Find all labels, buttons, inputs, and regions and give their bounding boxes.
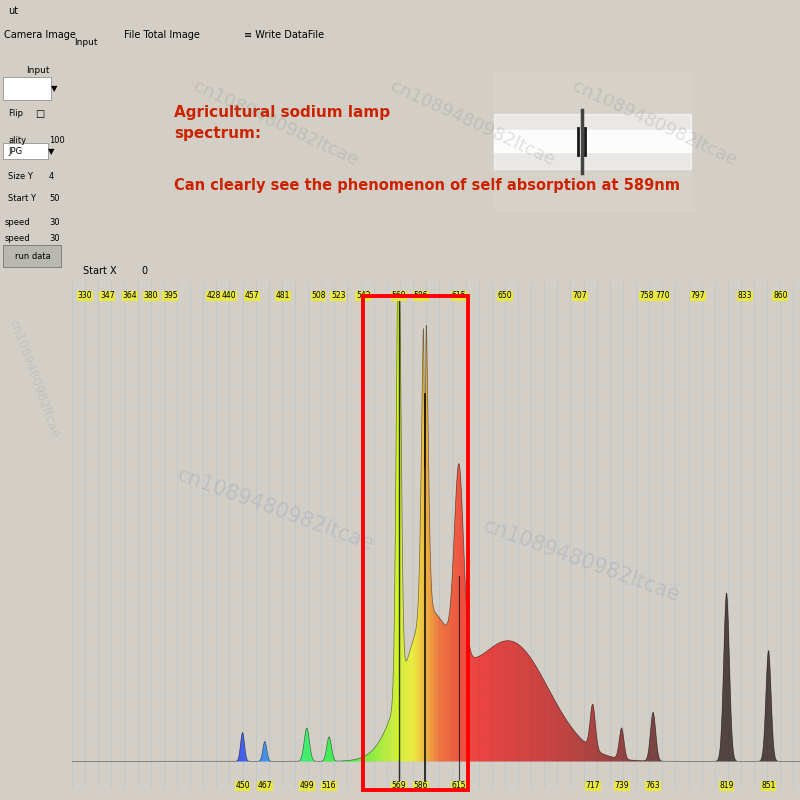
Text: ▼: ▼	[51, 84, 58, 93]
Text: 481: 481	[276, 291, 290, 300]
Text: Flip: Flip	[8, 110, 23, 118]
Text: 586: 586	[414, 782, 428, 790]
Text: 615: 615	[452, 291, 466, 300]
Bar	[494, 73, 690, 210]
Text: 707: 707	[572, 291, 587, 300]
Text: 364: 364	[122, 291, 137, 300]
Text: Camera Image: Camera Image	[4, 30, 76, 40]
Text: JPG: JPG	[8, 146, 22, 156]
Text: ▼: ▼	[48, 146, 54, 156]
Text: speed: speed	[5, 234, 30, 243]
Text: 330: 330	[78, 291, 93, 300]
Text: 739: 739	[614, 782, 629, 790]
Text: 516: 516	[322, 782, 336, 790]
Text: speed: speed	[5, 218, 30, 227]
Bar	[363, 296, 468, 790]
Text: Input: Input	[26, 66, 49, 74]
Text: 50: 50	[49, 194, 59, 202]
Text: ality: ality	[8, 136, 26, 146]
Text: 851: 851	[762, 782, 776, 790]
Text: 763: 763	[646, 782, 661, 790]
Text: ≡ Write DataFile: ≡ Write DataFile	[244, 30, 324, 40]
Text: 523: 523	[331, 291, 346, 300]
Text: cn1089480982ltcae: cn1089480982ltcae	[387, 77, 558, 170]
Text: cn1089480982ltcae: cn1089480982ltcae	[174, 465, 377, 555]
Text: 717: 717	[586, 782, 600, 790]
Text: Input: Input	[74, 38, 98, 47]
Text: 30: 30	[49, 234, 59, 243]
Text: 457: 457	[244, 291, 259, 300]
Text: 450: 450	[235, 782, 250, 790]
Bar	[494, 114, 690, 169]
Text: Start X: Start X	[83, 266, 117, 276]
Text: cn1089480982ltcae: cn1089480982ltcae	[190, 77, 361, 170]
Text: 395: 395	[163, 291, 178, 300]
Text: 542: 542	[356, 291, 370, 300]
Text: 428: 428	[206, 291, 221, 300]
Text: 770: 770	[655, 291, 670, 300]
Bar	[3, 78, 51, 100]
Text: Size Y: Size Y	[8, 172, 33, 181]
Text: 758: 758	[639, 291, 654, 300]
Text: 797: 797	[690, 291, 705, 300]
Bar	[494, 130, 690, 152]
Text: 833: 833	[738, 291, 752, 300]
Text: cn1089480982ltcae: cn1089480982ltcae	[570, 77, 739, 170]
Text: Can clearly see the phenomenon of self absorption at 589nm: Can clearly see the phenomenon of self a…	[174, 178, 680, 193]
Text: cn1089480982ltcae: cn1089480982ltcae	[6, 318, 62, 440]
Text: 4: 4	[49, 172, 54, 181]
Text: run data: run data	[14, 251, 50, 261]
Text: 100: 100	[49, 136, 65, 146]
Text: Agricultural sodium lamp
spectrum:: Agricultural sodium lamp spectrum:	[174, 105, 390, 141]
Text: 650: 650	[498, 291, 512, 300]
Bar	[3, 245, 61, 267]
Text: File Total Image: File Total Image	[124, 30, 200, 40]
Text: 586: 586	[414, 291, 428, 300]
Text: cn1089480982ltcae: cn1089480982ltcae	[480, 515, 683, 606]
Text: 819: 819	[719, 782, 734, 790]
Text: Start Y: Start Y	[8, 194, 36, 202]
Text: 508: 508	[311, 291, 326, 300]
Text: 440: 440	[222, 291, 237, 300]
Text: 569: 569	[391, 291, 406, 300]
Text: 0: 0	[141, 266, 147, 276]
Text: 860: 860	[773, 291, 787, 300]
Text: 347: 347	[100, 291, 114, 300]
Text: ut: ut	[8, 6, 18, 16]
Text: 380: 380	[143, 291, 158, 300]
Text: 467: 467	[258, 782, 272, 790]
Text: 499: 499	[299, 782, 314, 790]
Text: 569: 569	[391, 782, 406, 790]
Text: 30: 30	[49, 218, 59, 227]
Bar	[3, 143, 48, 159]
Text: □: □	[35, 109, 45, 119]
Text: 615: 615	[452, 782, 466, 790]
